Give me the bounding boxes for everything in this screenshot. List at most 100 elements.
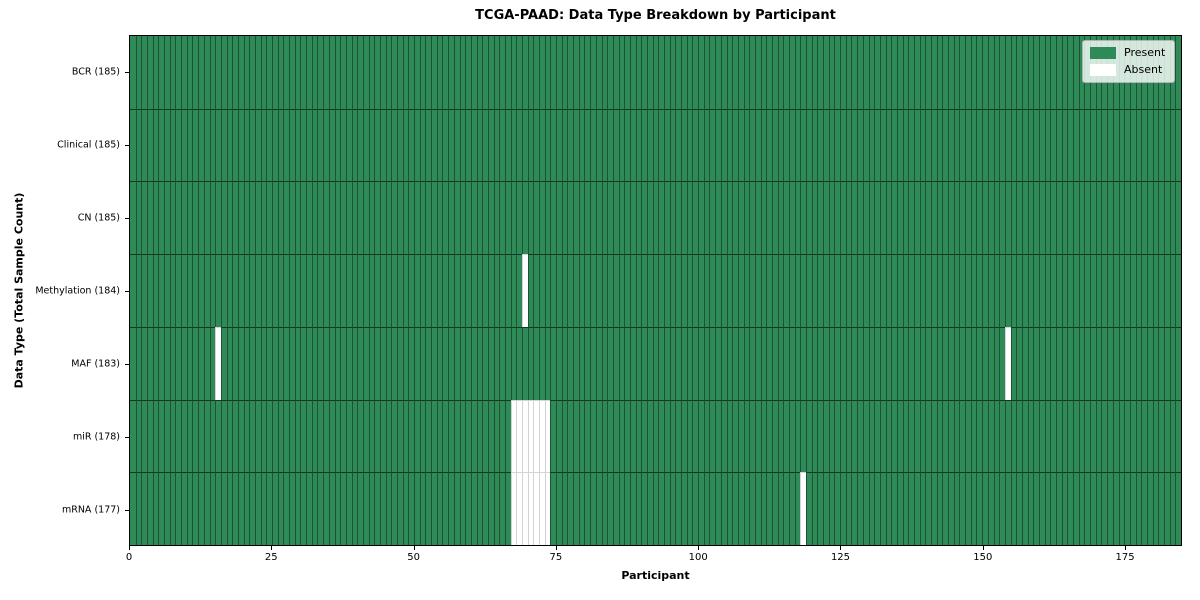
heatmap-cell (169, 36, 176, 109)
heatmap-cell (1073, 108, 1079, 182)
heatmap-cell (1101, 472, 1108, 546)
heatmap-cell (953, 108, 960, 182)
heatmap-cell (459, 108, 466, 182)
heatmap-cell (521, 399, 528, 473)
heatmap-cell (425, 472, 432, 546)
heatmap-cell (715, 181, 721, 255)
heatmap-cell (891, 181, 897, 255)
heatmap-cell (976, 472, 983, 546)
heatmap-cell (243, 108, 250, 182)
heatmap-cell (209, 326, 216, 400)
heatmap-cell (885, 108, 892, 182)
heatmap-cell (487, 108, 494, 182)
y-tick-mark (125, 509, 129, 511)
heatmap-cell (442, 326, 449, 400)
heatmap-cell (550, 36, 557, 109)
heatmap-cell (487, 472, 494, 546)
heatmap-cell (152, 108, 159, 182)
heatmap-cell (1084, 108, 1091, 182)
heatmap-cell (209, 399, 216, 473)
heatmap-cell (896, 254, 903, 327)
heatmap-cell (681, 36, 687, 109)
heatmap-cell (948, 36, 954, 109)
heatmap-cell (646, 108, 653, 182)
heatmap-cell (845, 399, 852, 473)
heatmap-cell (385, 108, 392, 182)
heatmap-cell (459, 254, 466, 327)
heatmap-cell (266, 181, 273, 255)
heatmap-cell (749, 36, 755, 109)
heatmap-cell (726, 326, 733, 400)
heatmap-cell (391, 181, 397, 255)
heatmap-cell (976, 326, 983, 400)
heatmap-cell (1073, 326, 1079, 400)
heatmap-cell (771, 108, 778, 182)
heatmap-cell (533, 108, 540, 182)
heatmap-cell (664, 326, 670, 400)
heatmap-cell (482, 108, 488, 182)
heatmap-cell (431, 326, 437, 400)
heatmap-cell (1050, 36, 1057, 109)
heatmap-cell (641, 181, 647, 255)
heatmap-cell (152, 472, 159, 546)
heatmap-cell (828, 108, 835, 182)
heatmap-cell (1084, 399, 1091, 473)
heatmap-cell (254, 181, 261, 255)
heatmap-cell (402, 399, 409, 473)
x-tick-label: 50 (407, 552, 420, 563)
legend-label-present: Present (1124, 46, 1166, 59)
heatmap-cell (499, 326, 505, 400)
heatmap-cell (504, 36, 511, 109)
heatmap-cell (169, 108, 176, 182)
heatmap-cell (1124, 399, 1130, 473)
heatmap-cell (294, 36, 301, 109)
heatmap-cell (948, 326, 954, 400)
heatmap-cell (720, 108, 727, 182)
heatmap-cell (902, 254, 909, 327)
heatmap-cell (283, 181, 290, 255)
heatmap-cell (226, 326, 233, 400)
heatmap-cell (732, 399, 738, 473)
heatmap-cell (397, 399, 403, 473)
heatmap-cell (760, 108, 767, 182)
heatmap-cell (527, 399, 534, 473)
heatmap-cell (521, 472, 528, 546)
heatmap-cell (550, 181, 557, 255)
heatmap-cell (624, 254, 630, 327)
heatmap-cell (306, 326, 312, 400)
heatmap-cell (578, 399, 585, 473)
heatmap-cell (368, 254, 375, 327)
heatmap-cell (675, 399, 682, 473)
heatmap-cell (1021, 326, 1028, 400)
heatmap-cell (1095, 399, 1102, 473)
heatmap-cell (470, 181, 477, 255)
heatmap-cell (379, 36, 386, 109)
heatmap-cell (1135, 399, 1142, 473)
heatmap-cell (874, 399, 880, 473)
heatmap-cell (601, 181, 608, 255)
heatmap-cell (544, 108, 551, 182)
heatmap-cell (323, 36, 329, 109)
heatmap-cell (550, 326, 557, 400)
heatmap-cell (879, 181, 886, 255)
heatmap-cell (533, 181, 540, 255)
heatmap-cell (698, 254, 704, 327)
heatmap-cell (919, 399, 926, 473)
heatmap-cell (1146, 254, 1153, 327)
heatmap-cell (277, 36, 284, 109)
heatmap-cell (840, 36, 846, 109)
heatmap-cell (862, 254, 869, 327)
heatmap-cell (567, 181, 574, 255)
heatmap-cell (686, 181, 693, 255)
heatmap-cell (999, 181, 1005, 255)
heatmap-cell (436, 326, 443, 400)
heatmap-cell (840, 472, 846, 546)
heatmap-cell (1095, 326, 1102, 400)
heatmap-cell (289, 36, 295, 109)
heatmap-cell (527, 254, 534, 327)
heatmap-cell (669, 181, 676, 255)
heatmap-row-maf (130, 326, 1181, 400)
heatmap-cell (1021, 254, 1028, 327)
heatmap-cell (703, 472, 710, 546)
heatmap-cell (232, 254, 238, 327)
